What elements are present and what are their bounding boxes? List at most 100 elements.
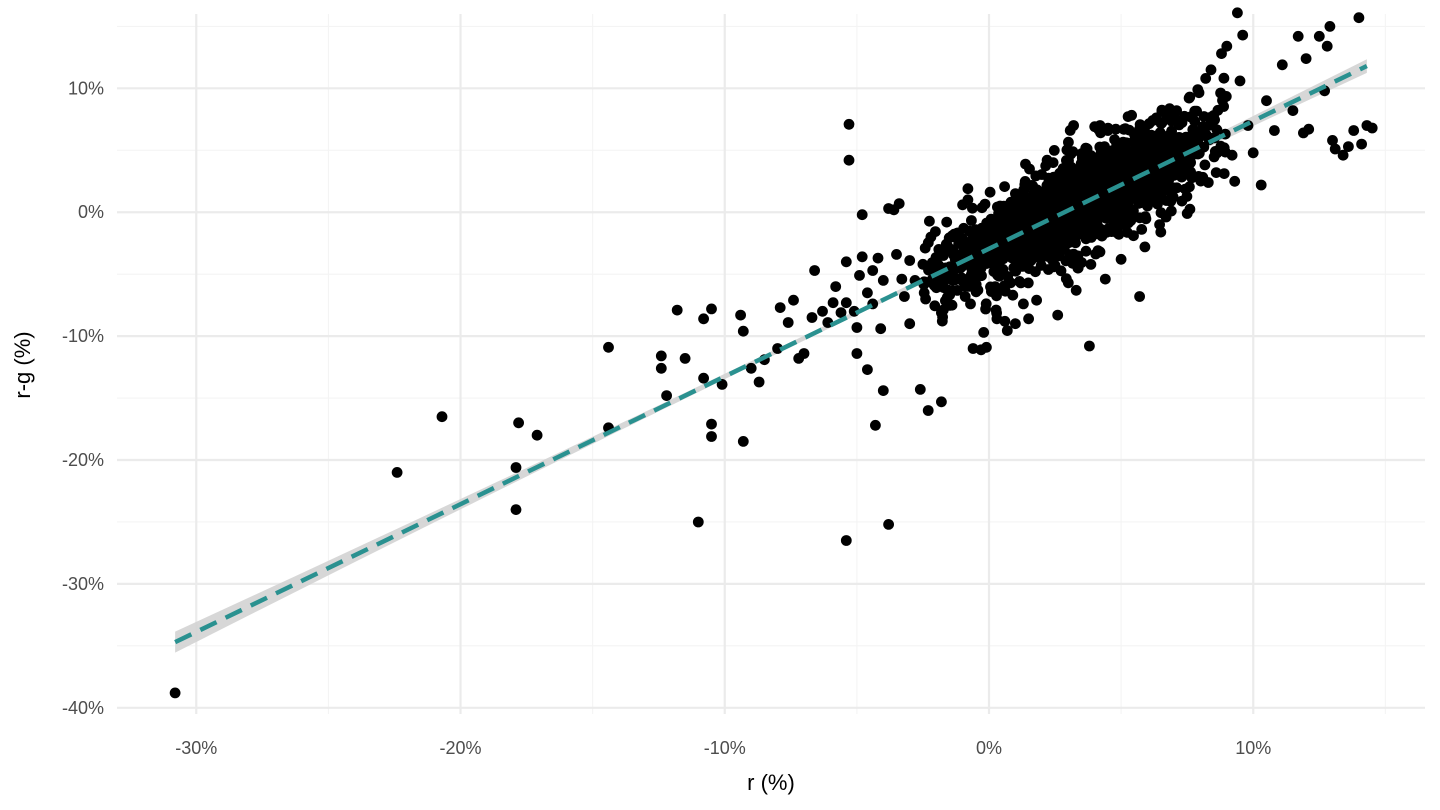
data-point (840, 297, 852, 309)
data-point (1156, 104, 1168, 116)
data-point (1134, 160, 1146, 172)
data-point (925, 231, 937, 243)
data-point (840, 256, 852, 268)
data-point (1121, 137, 1132, 149)
data-point (1153, 139, 1165, 151)
data-point (1348, 125, 1360, 136)
data-point (948, 250, 960, 261)
data-point (1276, 59, 1288, 71)
data-point (1159, 181, 1171, 193)
data-point (979, 198, 991, 210)
data-point (1229, 175, 1241, 187)
data-point (513, 417, 524, 429)
x-tick-label-0: -30% (175, 738, 217, 758)
data-point (737, 325, 749, 337)
data-point (1042, 194, 1054, 205)
data-point (1085, 259, 1097, 270)
data-point (1133, 132, 1144, 144)
data-point (1066, 188, 1078, 199)
data-point (941, 244, 952, 256)
data-point (917, 258, 929, 270)
data-point (1065, 148, 1077, 160)
data-point (510, 462, 522, 473)
data-point (1153, 193, 1164, 205)
data-point (1145, 129, 1157, 141)
data-point (1176, 117, 1188, 128)
data-point (965, 298, 976, 310)
data-point (872, 252, 884, 264)
data-point (967, 343, 979, 354)
data-point (993, 208, 1005, 219)
data-point (1210, 167, 1222, 179)
regression-line-layer (174, 64, 1368, 645)
data-point (603, 341, 614, 353)
data-point (1017, 189, 1029, 201)
data-point (1155, 151, 1167, 163)
data-point (1022, 277, 1034, 289)
data-point (1116, 198, 1127, 210)
data-point (862, 364, 873, 375)
data-point (914, 384, 926, 395)
y-axis-title: r-g (%) (10, 331, 35, 398)
data-point (1084, 340, 1095, 352)
data-point (962, 194, 974, 206)
data-point (737, 436, 749, 447)
data-point (1031, 294, 1042, 306)
data-point (1261, 95, 1272, 107)
data-point (692, 516, 704, 528)
data-point (1072, 262, 1084, 274)
data-point (1180, 131, 1192, 143)
data-point (716, 379, 728, 390)
data-point (1019, 176, 1031, 187)
data-point (1018, 221, 1029, 233)
data-point (1168, 182, 1180, 194)
data-point (1030, 170, 1042, 182)
data-point (436, 411, 448, 423)
data-point (698, 313, 709, 325)
data-point (933, 244, 945, 255)
data-point (1007, 289, 1019, 301)
data-point (1134, 119, 1146, 130)
data-point (1047, 254, 1058, 266)
data-point (1139, 241, 1151, 253)
data-point (1220, 91, 1232, 102)
data-point (1094, 205, 1106, 216)
data-point (941, 216, 953, 228)
y-tick-label-2: -20% (62, 450, 104, 470)
data-point (1117, 154, 1129, 165)
data-point (1062, 196, 1073, 207)
data-point (997, 253, 1009, 265)
data-point (1012, 199, 1023, 211)
data-point (671, 304, 683, 316)
data-point (896, 273, 908, 285)
data-point (745, 362, 757, 374)
data-point (1237, 29, 1249, 41)
data-point (1218, 168, 1230, 180)
data-point (893, 198, 905, 210)
data-point (1133, 198, 1144, 209)
data-point (988, 266, 1000, 277)
data-point (1041, 154, 1053, 166)
data-point (1076, 219, 1087, 231)
data-point (1321, 40, 1333, 52)
data-point (1197, 121, 1209, 133)
data-point (980, 298, 992, 310)
data-point (1139, 211, 1151, 223)
data-point (698, 372, 709, 384)
data-point (970, 224, 982, 236)
data-point (706, 303, 717, 315)
data-point (1134, 291, 1145, 302)
data-point (1292, 30, 1304, 42)
data-point (1106, 213, 1118, 225)
data-point (1211, 124, 1223, 136)
data-point (169, 687, 181, 699)
data-point (875, 323, 887, 335)
data-point (1155, 226, 1167, 238)
data-point (1185, 166, 1196, 178)
data-point (877, 275, 889, 286)
data-point (1114, 168, 1125, 179)
data-point (1199, 159, 1211, 171)
data-point (817, 305, 828, 317)
data-point (1063, 136, 1074, 148)
